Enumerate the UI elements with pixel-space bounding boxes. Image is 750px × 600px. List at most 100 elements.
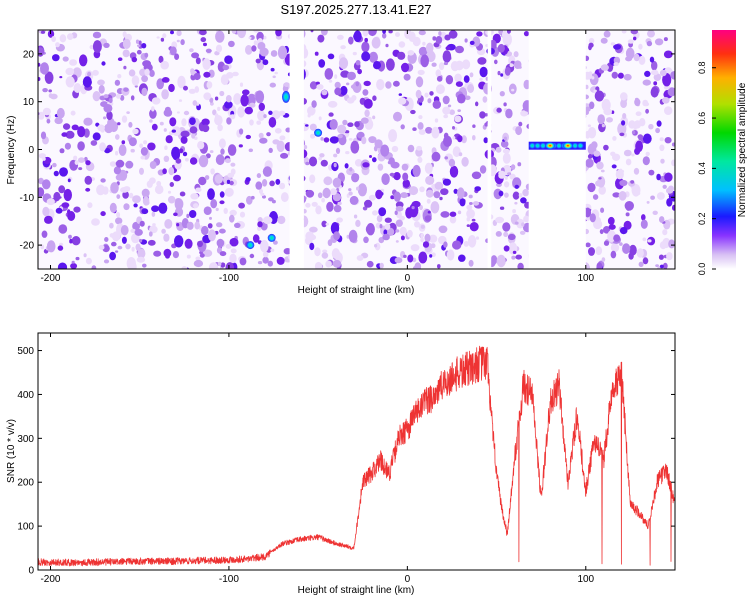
heatmap-blob	[656, 192, 665, 200]
heatmap-blob	[635, 111, 642, 116]
heatmap-blob	[115, 250, 119, 253]
heatmap-blob	[198, 154, 209, 168]
heatmap-signal	[545, 142, 556, 150]
heatmap-blob	[107, 117, 115, 130]
heatmap-blob	[144, 68, 150, 76]
heatmap-blob	[199, 253, 205, 258]
heatmap-blob	[160, 37, 165, 42]
heatmap-blob	[262, 166, 272, 177]
heatmap-blob	[321, 197, 325, 203]
heatmap-blob	[176, 39, 180, 43]
heatmap-blob	[151, 106, 155, 112]
heatmap-blob	[660, 158, 665, 164]
heatmap-blob	[596, 161, 604, 170]
heatmap-blob	[104, 148, 111, 154]
heatmap-blob	[354, 121, 360, 128]
heatmap-blob	[259, 137, 268, 144]
heatmap-blob	[417, 122, 424, 130]
heatmap-blob	[40, 30, 46, 34]
heatmap-blob	[332, 259, 342, 268]
heatmap-blob	[410, 244, 420, 252]
heatmap-blob	[425, 42, 434, 54]
heatmap-blob	[382, 233, 390, 241]
heatmap-blob	[519, 230, 526, 235]
heatmap-blob	[53, 191, 61, 202]
heatmap-blob	[67, 33, 74, 40]
heatmap-blob	[619, 242, 623, 246]
heatmap-blob	[468, 259, 474, 267]
heatmap-blob	[438, 225, 448, 234]
heatmap-blob	[418, 115, 423, 120]
heatmap-blob	[598, 185, 606, 195]
heatmap-blob	[483, 137, 489, 144]
heatmap-blob	[270, 67, 275, 72]
heatmap-blob	[323, 176, 333, 186]
heatmap-blob	[651, 69, 659, 76]
heatmap-blob	[245, 177, 251, 182]
heatmap-blob	[373, 60, 381, 70]
heatmap-blob	[103, 259, 110, 264]
heatmap-blob	[388, 30, 393, 34]
heatmap-blob	[128, 69, 136, 77]
heatmap-blob	[590, 150, 594, 155]
heatmap-blob	[190, 193, 199, 200]
heatmap-blob	[57, 262, 68, 269]
heatmap-blob	[471, 218, 476, 222]
heatmap-blob	[613, 44, 622, 50]
heatmap-blob	[355, 81, 360, 87]
colorbar-tick-label: 0.4	[697, 162, 707, 175]
heatmap-blob	[219, 251, 227, 257]
heatmap-blob	[443, 114, 449, 119]
heatmap-blob	[68, 234, 72, 239]
heatmap-blob	[329, 119, 338, 130]
heatmap-blob	[87, 202, 93, 209]
heatmap-blob	[512, 177, 522, 189]
heatmap-blob	[601, 123, 606, 128]
heatmap-blob	[391, 145, 399, 153]
heatmap-blob	[266, 132, 271, 137]
heatmap-blob	[65, 67, 75, 76]
heatmap-blob	[55, 207, 63, 214]
heatmap-blob	[587, 124, 592, 128]
heatmap-blob	[442, 95, 450, 105]
heatmap-blob	[432, 36, 437, 41]
heatmap-blob	[103, 42, 110, 49]
top-y-tick-label: 20	[23, 49, 35, 60]
heatmap-blob	[500, 140, 509, 148]
heatmap-blob	[346, 82, 350, 86]
heatmap-blob	[321, 252, 329, 259]
heatmap-blob	[189, 48, 194, 53]
heatmap-blob	[279, 135, 286, 141]
heatmap-blob	[222, 64, 230, 71]
heatmap-blob	[670, 71, 675, 80]
heatmap-blob	[83, 253, 87, 258]
heatmap-blob	[646, 40, 653, 47]
heatmap-blob	[315, 81, 320, 85]
heatmap-blob	[611, 164, 617, 169]
heatmap-blob	[317, 192, 323, 199]
heatmap-blob	[366, 223, 375, 236]
heatmap-blob	[38, 62, 41, 67]
heatmap-blob	[463, 241, 469, 247]
heatmap-blob	[128, 121, 133, 128]
heatmap-blob	[189, 117, 196, 125]
heatmap-blob	[435, 69, 442, 78]
heatmap-blob	[216, 222, 223, 228]
heatmap-blob	[141, 75, 149, 83]
heatmap-blob	[588, 247, 595, 256]
heatmap-blob	[97, 79, 105, 86]
heatmap-blob	[169, 117, 177, 127]
heatmap-blob	[595, 246, 603, 256]
colorbar-gradient	[712, 30, 736, 269]
heatmap-blob	[44, 71, 54, 84]
snr-panel: -200 -100 0 100 0 100 200 300 400 500 Height of …	[6, 332, 676, 596]
heatmap-blob	[143, 140, 148, 145]
heatmap-blob	[515, 254, 522, 260]
heatmap-blob	[393, 172, 401, 181]
heatmap-blob	[332, 177, 342, 188]
heatmap-blob	[215, 44, 223, 53]
heatmap-blob	[277, 45, 288, 60]
heatmap-blob	[416, 145, 422, 151]
heatmap-blob	[650, 87, 659, 98]
heatmap-blob	[183, 85, 188, 91]
